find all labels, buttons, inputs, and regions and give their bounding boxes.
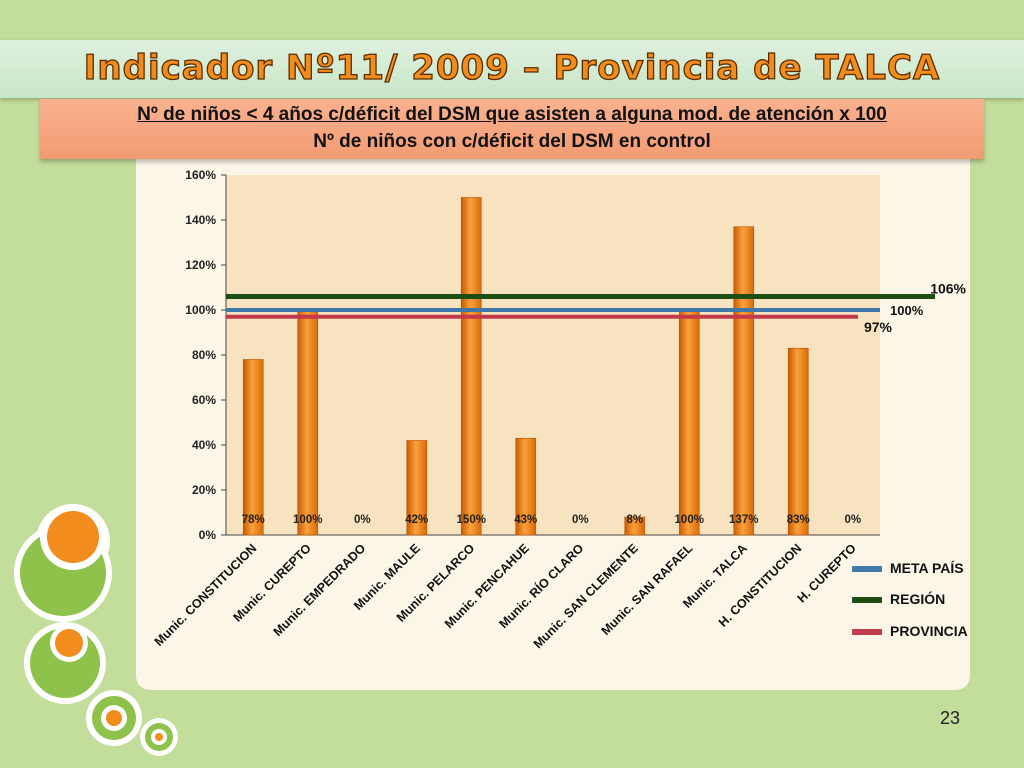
x-category-label: Munic. CONSTITUCION (152, 541, 260, 649)
bar (515, 437, 537, 536)
legend-swatch-meta-pais (852, 566, 882, 572)
bar (733, 226, 755, 536)
bar-data-label: 0% (572, 514, 589, 526)
legend-item-meta-pais: META PAÍS (852, 560, 1022, 580)
y-tick-label: 120% (185, 258, 216, 272)
reference-label-provincia: 97% (864, 319, 893, 335)
legend-swatch-provincia (852, 629, 882, 635)
decorative-circle-micro-orange (155, 733, 163, 741)
y-tick-label: 80% (192, 348, 216, 362)
x-category-label: Munic. SAN CLEMENTE (531, 541, 641, 651)
bar-data-label: 137% (729, 514, 758, 526)
bar-data-label: 42% (405, 514, 428, 526)
y-tick-label: 40% (192, 438, 216, 452)
formula-denominator: Nº de niños con c/déficit del DSM en con… (313, 131, 711, 152)
legend-swatch-region (852, 597, 882, 603)
bar (678, 309, 700, 536)
page-number: 23 (940, 708, 961, 728)
bar-data-label: 150% (457, 514, 486, 526)
indicator-formula: Nº de niños < 4 años c/déficit del DSM q… (40, 99, 984, 159)
legend-label-provincia: PROVINCIA (890, 623, 968, 639)
legend-item-provincia: PROVINCIA (852, 623, 1022, 643)
slide-title: Indicador Nº11/ 2009 – Provincia de TALC… (83, 47, 941, 88)
decorative-circle-orange-mid-inner (47, 511, 99, 563)
y-tick-label: 60% (192, 393, 216, 407)
x-category-label: H. CUREPTO (795, 541, 859, 605)
bar-data-label: 0% (844, 514, 861, 526)
bar (406, 440, 428, 536)
reference-label-meta-pais: 100% (890, 303, 924, 318)
y-tick-label: 160% (185, 168, 216, 182)
y-tick-label: 20% (192, 483, 216, 497)
bar-data-label: 0% (354, 514, 371, 526)
bar-data-label: 8% (626, 514, 643, 526)
bar (624, 516, 646, 536)
bar-data-label: 83% (787, 514, 810, 526)
legend-label-meta-pais: META PAÍS (890, 560, 964, 576)
decorative-circle-tiny-orange (106, 710, 122, 726)
bar (242, 359, 264, 536)
bar (297, 309, 319, 536)
y-tick-label: 100% (185, 303, 216, 317)
bar-data-label: 100% (675, 514, 704, 526)
y-tick-label: 0% (199, 528, 217, 542)
bar-data-label: 43% (514, 514, 537, 526)
y-tick-label: 140% (185, 213, 216, 227)
bar-data-label: 78% (242, 514, 265, 526)
formula-numerator: Nº de niños < 4 años c/déficit del DSM q… (137, 104, 887, 125)
reference-label-region: 106% (930, 281, 966, 297)
bar (460, 197, 482, 536)
bar-data-label: 100% (293, 514, 322, 526)
decorative-circle-orange-small-inner (55, 629, 83, 657)
x-category-label: Munic. EMPEDRADO (271, 541, 369, 639)
plot-area (226, 175, 880, 535)
bar (787, 347, 809, 536)
legend-item-region: REGIÓN (852, 591, 1022, 611)
title-band (0, 40, 1024, 98)
x-category-label: Munic. SAN RAFAEL (599, 541, 696, 638)
legend-label-region: REGIÓN (890, 591, 946, 607)
